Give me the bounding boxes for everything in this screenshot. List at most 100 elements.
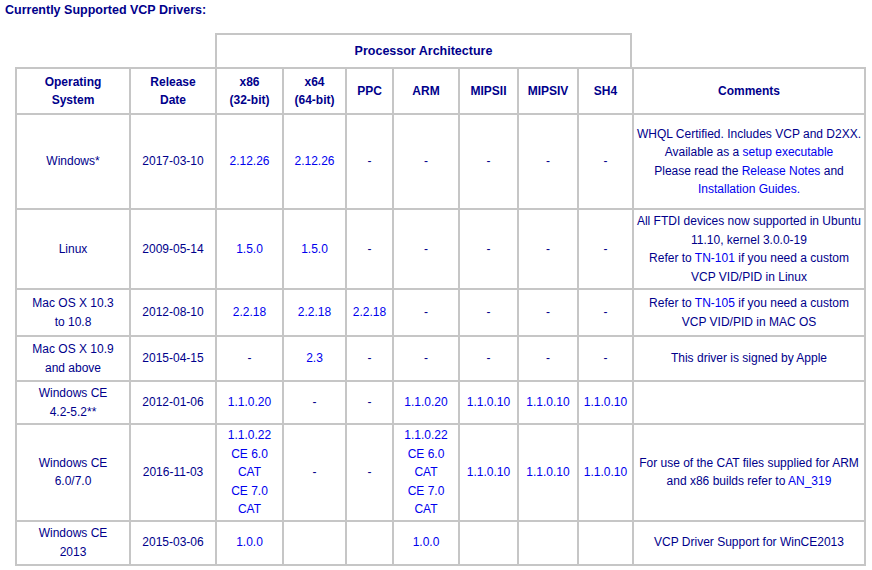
link-1-1-0-10[interactable]: 1.1.0.10 bbox=[526, 395, 569, 409]
cell-windows-ce-os: Windows CE6.0/7.0 bbox=[16, 424, 130, 521]
cell-windows-ce-ppc bbox=[346, 521, 393, 565]
cell-windows-ce-os-text: 6.0/7.0 bbox=[55, 474, 92, 488]
column-header-ppc: PPC bbox=[346, 68, 393, 114]
link-cat[interactable]: CAT bbox=[414, 502, 437, 516]
link-2-2-18[interactable]: 2.2.18 bbox=[298, 305, 331, 319]
cell-windows-ce-ppc: - bbox=[346, 381, 393, 424]
column-header-arm: ARM bbox=[393, 68, 459, 114]
link-ce-7-0[interactable]: CE 7.0 bbox=[408, 484, 445, 498]
cell-mac-os-x-10-3-ppc: 2.2.18 bbox=[346, 289, 393, 336]
cell-mac-os-x-10-3-os-text: to 10.8 bbox=[55, 315, 92, 329]
link-ce-6-0[interactable]: CE 6.0 bbox=[231, 447, 268, 461]
link-ce-7-0[interactable]: CE 7.0 bbox=[231, 484, 268, 498]
link-release-notes[interactable]: Release Notes bbox=[742, 164, 821, 178]
cell-mac-os-x-10-3-mips4-text: - bbox=[546, 305, 550, 319]
cell-mac-os-x-10-9-comments: This driver is signed by Apple bbox=[633, 336, 865, 381]
link-installation-guides[interactable]: Installation Guides. bbox=[698, 182, 800, 196]
table-row-windows-ce-2013: Windows CE20132015-03-061.0.01.0.0VCP Dr… bbox=[16, 521, 865, 565]
cell-mac-os-x-10-9-sh4: - bbox=[578, 336, 633, 381]
link-1-1-0-22[interactable]: 1.1.0.22 bbox=[228, 428, 271, 442]
column-header-mips2: MIPSII bbox=[459, 68, 518, 114]
cell-mac-os-x-10-9-mips2-text: - bbox=[487, 351, 491, 365]
link-1-5-0[interactable]: 1.5.0 bbox=[236, 242, 263, 256]
link-1-1-0-10[interactable]: 1.1.0.10 bbox=[584, 395, 627, 409]
cell-windows-ce-x64-text: - bbox=[313, 465, 317, 479]
link-setup-executable[interactable]: setup executable bbox=[743, 145, 834, 159]
link-an-319[interactable]: AN_319 bbox=[788, 474, 831, 488]
cell-linux-mips2: - bbox=[459, 209, 518, 289]
cell-windows-ce-x86: 1.1.0.20 bbox=[216, 381, 283, 424]
cell-windows-ce-x86: 1.0.0 bbox=[216, 521, 283, 565]
cell-linux-comments: All FTDI devices now supported in Ubuntu… bbox=[633, 209, 865, 289]
cell-mac-os-x-10-9-os: Mac OS X 10.9and above bbox=[16, 336, 130, 381]
column-header-os: OperatingSystem bbox=[16, 68, 130, 114]
cell-windows-ce-comments bbox=[633, 381, 865, 424]
link-1-1-0-20[interactable]: 1.1.0.20 bbox=[228, 395, 271, 409]
cell-linux-mips4-text: - bbox=[546, 242, 550, 256]
table-row-windows-ce-6-0-7-0: Windows CE6.0/7.0 2016-11-03 1.1.0.22 CE 6.… bbox=[16, 424, 865, 521]
cell-mac-os-x-10-9-os-text: Mac OS X 10.9 bbox=[32, 342, 113, 356]
header-row: OperatingSystemReleaseDatex86(32-bit)x64… bbox=[16, 68, 865, 114]
cell-mac-os-x-10-9-arm: - bbox=[393, 336, 459, 381]
cell-linux-x86: 1.5.0 bbox=[216, 209, 283, 289]
cell-windows-ce-os-text: 4.2-5.2** bbox=[50, 405, 97, 419]
link-1-0-0[interactable]: 1.0.0 bbox=[236, 535, 263, 549]
link-1-1-0-20[interactable]: 1.1.0.20 bbox=[404, 395, 447, 409]
cell-windows-ce-date-text: 2015-03-06 bbox=[142, 535, 203, 549]
link-1-1-0-22[interactable]: 1.1.0.22 bbox=[404, 428, 447, 442]
cell-windows-x64: 2.12.26 bbox=[283, 114, 346, 209]
link-ce-6-0[interactable]: CE 6.0 bbox=[408, 447, 445, 461]
column-header-mips4: MIPSIV bbox=[518, 68, 578, 114]
cell-mac-os-x-10-3-sh4-text: - bbox=[604, 305, 608, 319]
cell-windows-ce-ppc: - bbox=[346, 424, 393, 521]
link-2-12-26[interactable]: 2.12.26 bbox=[229, 154, 269, 168]
cell-mac-os-x-10-9-arm-text: - bbox=[424, 351, 428, 365]
cell-linux-ppc: - bbox=[346, 209, 393, 289]
cell-windows-ce-sh4 bbox=[578, 521, 633, 565]
link-2-2-18[interactable]: 2.2.18 bbox=[353, 305, 386, 319]
cell-mac-os-x-10-9-sh4-text: - bbox=[604, 351, 608, 365]
cell-mac-os-x-10-3-comments: Refer to TN-105 if you need a custom VCP… bbox=[633, 289, 865, 336]
cell-mac-os-x-10-9-mips4-text: - bbox=[546, 351, 550, 365]
cell-mac-os-x-10-9-x64: 2.3 bbox=[283, 336, 346, 381]
cell-windows-ce-date: 2012-01-06 bbox=[130, 381, 216, 424]
link-cat[interactable]: CAT bbox=[238, 465, 261, 479]
link-1-1-0-10[interactable]: 1.1.0.10 bbox=[526, 465, 569, 479]
cell-windows-mips4-text: - bbox=[546, 154, 550, 168]
cell-windows-comments-text: and bbox=[820, 164, 843, 178]
cell-windows-ce-mips2: 1.1.0.10 bbox=[459, 424, 518, 521]
cell-mac-os-x-10-3-mips2: - bbox=[459, 289, 518, 336]
cell-linux-x64: 1.5.0 bbox=[283, 209, 346, 289]
cell-windows-ce-date-text: 2016-11-03 bbox=[143, 465, 204, 479]
link-2-12-26[interactable]: 2.12.26 bbox=[294, 154, 334, 168]
link-tn-105[interactable]: TN-105 bbox=[695, 296, 735, 310]
link-1-1-0-10[interactable]: 1.1.0.10 bbox=[467, 465, 510, 479]
cell-windows-ce-os-text: 2013 bbox=[60, 545, 87, 559]
link-1-1-0-10[interactable]: 1.1.0.10 bbox=[584, 465, 627, 479]
cell-windows-ppc: - bbox=[346, 114, 393, 209]
cell-mac-os-x-10-9-ppc: - bbox=[346, 336, 393, 381]
cell-windows-ce-comments-text: VCP Driver Support for WinCE2013 bbox=[654, 535, 844, 549]
cell-windows-ce-os-text: Windows CE bbox=[39, 386, 108, 400]
link-1-1-0-10[interactable]: 1.1.0.10 bbox=[467, 395, 510, 409]
cell-windows-mips4: - bbox=[518, 114, 578, 209]
link-cat[interactable]: CAT bbox=[414, 465, 437, 479]
cell-mac-os-x-10-3-os: Mac OS X 10.3to 10.8 bbox=[16, 289, 130, 336]
link-2-3[interactable]: 2.3 bbox=[306, 351, 323, 365]
cell-windows-mips2: - bbox=[459, 114, 518, 209]
cell-linux-os-text: Linux bbox=[59, 242, 88, 256]
link-2-2-18[interactable]: 2.2.18 bbox=[233, 305, 266, 319]
cell-windows-ce-os: Windows CE 4.2-5.2** bbox=[16, 381, 130, 424]
link-1-5-0[interactable]: 1.5.0 bbox=[301, 242, 328, 256]
link-tn-101[interactable]: TN-101 bbox=[695, 251, 735, 265]
column-header-x86: x86(32-bit) bbox=[216, 68, 283, 114]
link-1-0-0[interactable]: 1.0.0 bbox=[413, 535, 440, 549]
cell-mac-os-x-10-9-date-text: 2015-04-15 bbox=[142, 351, 203, 365]
column-header-x64: x64(64-bit) bbox=[283, 68, 346, 114]
cell-mac-os-x-10-3-mips4: - bbox=[518, 289, 578, 336]
cell-windows-os-text: Windows* bbox=[46, 154, 99, 168]
link-cat[interactable]: CAT bbox=[238, 502, 261, 516]
table-header: OperatingSystemReleaseDatex86(32-bit)x64… bbox=[16, 68, 865, 114]
table-row-windows-ce-4-2-5-2: Windows CE4.2-5.2**2012-01-061.1.0.20--1… bbox=[16, 381, 865, 424]
cell-mac-os-x-10-9-comments-text: This driver is signed by Apple bbox=[671, 351, 827, 365]
